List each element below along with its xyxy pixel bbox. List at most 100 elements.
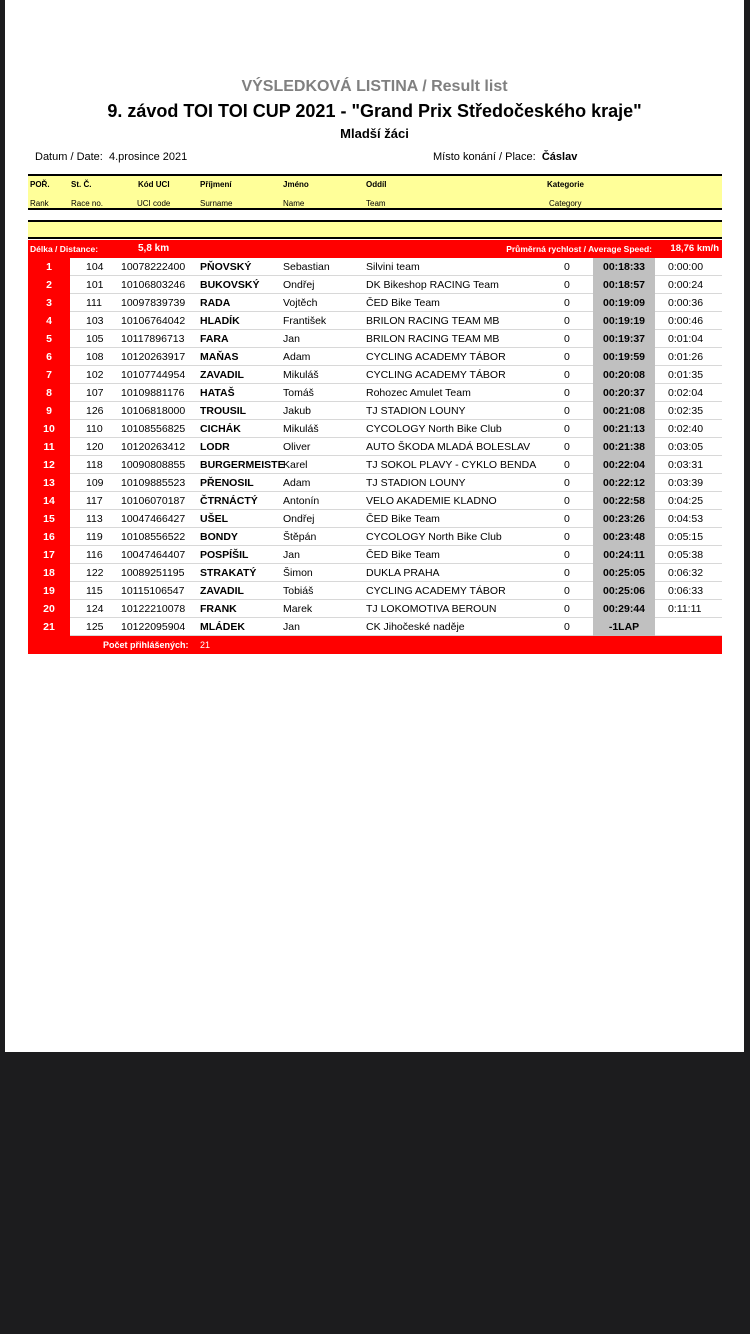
uci-code-cell: 10107744954	[121, 369, 186, 381]
document-title: VÝSLEDKOVÁ LISTINA / Result list	[241, 78, 508, 95]
footer-bar: Počet přihlášených: 21	[28, 636, 722, 654]
table-row: 9 126 10106818000 TROUSIL Jakub TJ STADION LO…	[28, 402, 722, 420]
penalty-cell: 0	[564, 567, 570, 579]
uci-code-cell: 10047466427	[121, 513, 186, 525]
rank-cell: 18	[28, 564, 70, 582]
time-cell: 00:29:44	[593, 600, 655, 618]
gap-cell: 0:05:38	[668, 549, 704, 561]
category-title: Mladší žáci	[340, 126, 409, 141]
surname-cell: ZAVADIL	[200, 369, 244, 381]
col-category-en: Category	[549, 199, 582, 208]
col-surname: Příjmení	[200, 180, 232, 189]
col-uci: Kód UCI	[138, 180, 170, 189]
table-row: 16 119 10108556522 BONDY Štěpán CYCOLOGY Nort…	[28, 528, 722, 546]
rank-cell: 9	[28, 402, 70, 420]
team-cell: DUKLA PRAHA	[366, 567, 440, 579]
gap-cell: 0:03:31	[668, 459, 704, 471]
time-cell: 00:21:08	[593, 402, 655, 420]
time-cell: 00:22:12	[593, 474, 655, 492]
race-no-cell: 125	[86, 621, 104, 633]
gap-cell: 0:02:35	[668, 405, 704, 417]
uci-code-cell: 10117896713	[121, 333, 185, 345]
date-label: Datum / Date:	[35, 151, 103, 163]
place-label: Místo konání / Place:	[433, 151, 536, 163]
rank-cell: 15	[28, 510, 70, 528]
team-cell: TJ LOKOMOTIVA BEROUN	[366, 603, 497, 615]
rank-cell: 13	[28, 474, 70, 492]
race-no-cell: 120	[86, 441, 104, 453]
penalty-cell: 0	[564, 441, 570, 453]
uci-code-cell: 10109881176	[121, 387, 185, 399]
team-cell: TJ SOKOL PLAVY - CYKLO BENDA	[366, 459, 537, 471]
col-raceno: St. Č.	[71, 180, 92, 189]
gap-cell: 0:02:40	[668, 423, 704, 435]
race-no-cell: 107	[86, 387, 104, 399]
gap-cell: 0:03:39	[668, 477, 704, 489]
gap-cell: 0:11:11	[668, 603, 702, 615]
gap-cell: 0:04:53	[668, 513, 704, 525]
penalty-cell: 0	[564, 279, 570, 291]
uci-code-cell: 10108556522	[121, 531, 186, 543]
name-cell: Karel	[283, 459, 308, 471]
date-info: Datum / Date: 4.prosince 2021	[35, 151, 187, 163]
race-no-cell: 103	[86, 315, 104, 327]
name-cell: Vojtěch	[283, 297, 318, 309]
result-document: VÝSLEDKOVÁ LISTINA / Result list 9. závo…	[5, 0, 744, 1052]
date-value: 4.prosince 2021	[108, 151, 188, 163]
surname-cell: RADA	[200, 297, 231, 309]
col-name-en: Name	[283, 199, 305, 208]
penalty-cell: 0	[564, 459, 570, 471]
team-cell: CYCOLOGY North Bike Club	[366, 423, 502, 435]
uci-code-cell: 10120263917	[121, 351, 186, 363]
race-no-cell: 111	[86, 297, 102, 309]
table-row: 12 118 10090808855 BURGERMEISTE Karel TJ SOKO…	[28, 456, 722, 474]
time-cell: -1LAP	[593, 618, 655, 636]
time-cell: 00:18:33	[593, 258, 655, 276]
gap-cell: 0:00:00	[668, 261, 704, 273]
time-cell: 00:22:04	[593, 456, 655, 474]
rank-cell: 6	[28, 348, 70, 366]
rank-cell: 17	[28, 546, 70, 564]
time-cell: 00:23:48	[593, 528, 655, 546]
header-strip	[28, 220, 722, 239]
registered-label: Počet přihlášených:	[103, 640, 189, 650]
gap-cell: 0:01:26	[668, 351, 704, 363]
penalty-cell: 0	[564, 261, 570, 273]
rank-cell: 7	[28, 366, 70, 384]
table-row: 2 101 10106803246 BUKOVSKÝ Ondřej DK Bikeshop…	[28, 276, 722, 294]
time-cell: 00:24:11	[593, 546, 655, 564]
surname-cell: CICHÁK	[200, 423, 241, 435]
place-value: Čáslav	[541, 151, 578, 163]
race-no-cell: 110	[86, 423, 103, 435]
col-team-en: Team	[366, 199, 386, 208]
race-no-cell: 119	[86, 531, 103, 543]
team-cell: CYCLING ACADEMY TÁBOR	[366, 585, 506, 597]
rank-cell: 5	[28, 330, 70, 348]
gap-cell: 0:02:04	[668, 387, 704, 399]
race-no-cell: 105	[86, 333, 104, 345]
team-cell: Rohozec Amulet Team	[366, 387, 471, 399]
table-row: 20 124 10122210078 FRANK Marek TJ LOKOMOTIVA …	[28, 600, 722, 618]
uci-code-cell: 10106818000	[121, 405, 186, 417]
uci-code-cell: 10122210078	[121, 603, 186, 615]
registered-count: 21	[200, 640, 211, 650]
time-cell: 00:21:38	[593, 438, 655, 456]
table-row: 15 113 10047466427 UŠEL Ondřej ČED Bike Team 0…	[28, 510, 722, 528]
rank-cell: 16	[28, 528, 70, 546]
table-row: 11 120 10120263412 LODR Oliver AUTO ŠKODA MLA…	[28, 438, 722, 456]
penalty-cell: 0	[564, 495, 570, 507]
col-rank-en: Rank	[30, 199, 49, 208]
table-row: 1 104 10078222400 PŇOVSKÝ Sebastian Silvini t…	[28, 258, 722, 276]
col-surname-en: Surname	[200, 199, 233, 208]
name-cell: Tobiáš	[283, 585, 314, 597]
rank-cell: 14	[28, 492, 70, 510]
uci-code-cell: 10108556825	[121, 423, 186, 435]
gap-cell: 0:05:15	[668, 531, 704, 543]
rank-cell: 12	[28, 456, 70, 474]
table-header: POŘ. Rank St. Č. Race no. Kód UCI UCI code …	[28, 174, 722, 210]
surname-cell: PŘENOSIL	[200, 477, 254, 489]
col-rank: POŘ.	[30, 180, 50, 189]
time-cell: 00:21:13	[593, 420, 655, 438]
name-cell: Ondřej	[283, 279, 315, 291]
table-row: 17 116 10047464407 POSPÍŠIL Jan ČED Bike Team…	[28, 546, 722, 564]
